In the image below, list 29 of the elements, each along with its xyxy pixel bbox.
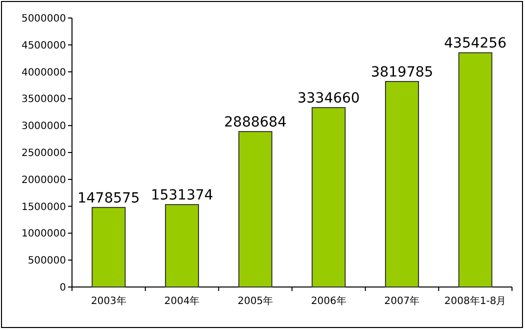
y-tick-label: 4500000 <box>21 40 66 52</box>
bar <box>385 80 419 288</box>
y-tick-label: 0 <box>60 282 66 294</box>
x-tick-label: 2006年 <box>310 295 346 307</box>
data-label: 1478575 <box>77 190 140 206</box>
bar <box>165 204 199 288</box>
y-tick-label: 4000000 <box>21 67 66 78</box>
y-tick-label: 5000000 <box>21 14 66 24</box>
y-tick-label: 1000000 <box>21 228 66 240</box>
y-tick-label: 2500000 <box>21 148 66 159</box>
bar <box>312 107 346 288</box>
y-tick-label: 2000000 <box>21 174 66 186</box>
bar <box>458 52 492 288</box>
bar <box>92 206 126 288</box>
data-label: 3334660 <box>297 90 360 107</box>
x-tick-label: 2007年 <box>384 295 420 307</box>
y-tick-label: 1500000 <box>21 202 66 213</box>
bar <box>238 131 272 288</box>
y-tick-label: 500000 <box>28 256 66 267</box>
x-tick-label: 2008年1-8月 <box>444 295 506 307</box>
data-label: 3819785 <box>370 64 434 80</box>
x-tick-label: 2005年 <box>238 295 274 307</box>
data-label: 2888684 <box>224 114 287 131</box>
data-label: 1531374 <box>150 188 214 204</box>
x-tick-label: 2004年 <box>164 295 200 307</box>
y-tick-label: 3500000 <box>21 94 66 106</box>
x-tick-label: 2003年 <box>90 295 126 307</box>
y-tick-label: 3000000 <box>21 121 66 132</box>
data-label: 4354256 <box>444 36 507 52</box>
